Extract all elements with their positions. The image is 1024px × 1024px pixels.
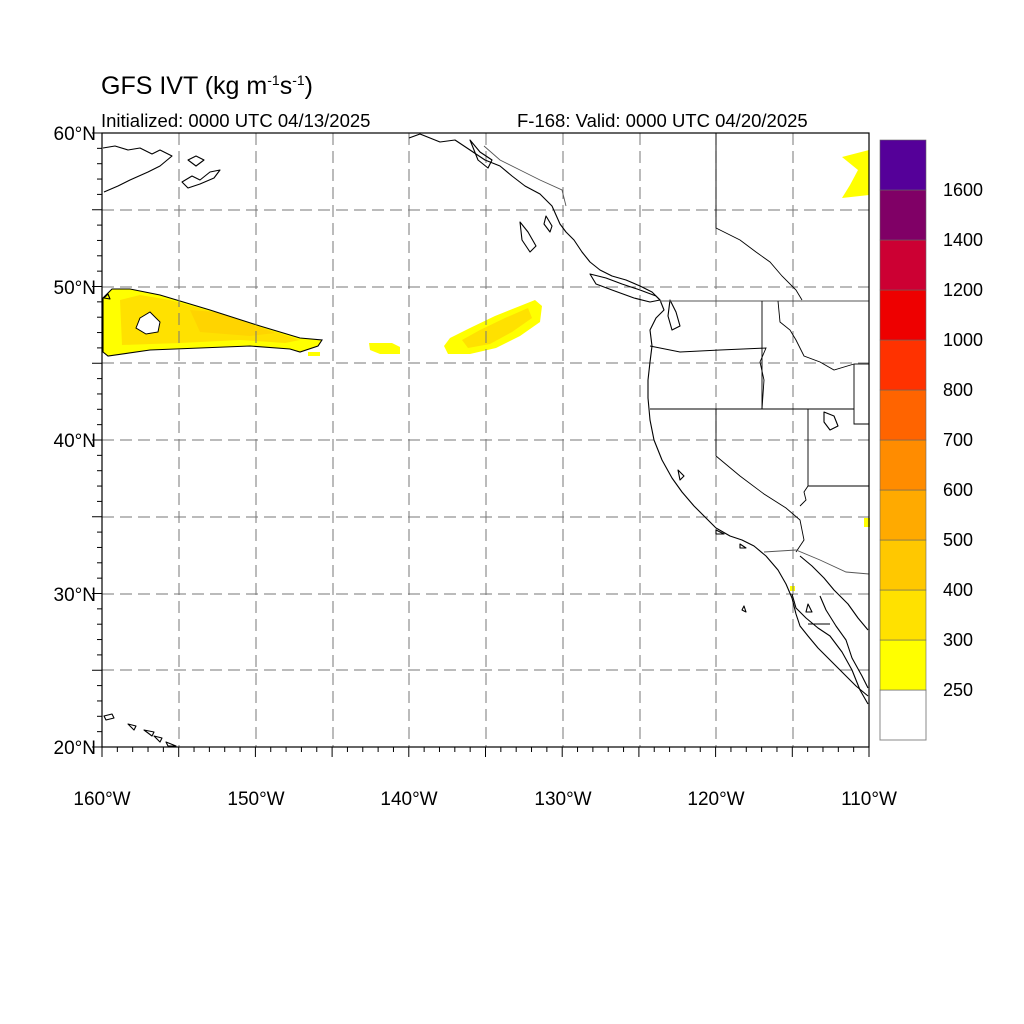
colorbar-label: 600 xyxy=(943,480,973,500)
colorbar-label: 500 xyxy=(943,530,973,550)
colorbar-label: 800 xyxy=(943,380,973,400)
colorbar-label: 1600 xyxy=(943,180,983,200)
map-title: GFS IVT (kg m-1s-1) xyxy=(101,72,313,100)
lon-label-140w: 140°W xyxy=(380,789,437,810)
lon-label-150w: 150°W xyxy=(227,789,284,810)
axis-ticks xyxy=(92,132,870,757)
colorbar-label: 400 xyxy=(943,580,973,600)
colorbar-box xyxy=(879,189,927,241)
valid-time-label: F-168: Valid: 0000 UTC 04/20/2025 xyxy=(517,110,808,131)
colorbar-box-below xyxy=(879,689,927,741)
gridlines xyxy=(102,133,869,747)
init-time-label: Initialized: 0000 UTC 04/13/2025 xyxy=(101,110,371,131)
lat-label-50: 50°N xyxy=(54,278,96,299)
colorbar-box xyxy=(879,489,927,541)
colorbar-label: 1200 xyxy=(943,280,983,300)
colorbar-box xyxy=(879,139,927,191)
lat-label-40: 40°N xyxy=(54,431,96,452)
colorbar-box xyxy=(879,239,927,291)
coastlines xyxy=(102,133,869,747)
colorbar-box xyxy=(879,339,927,391)
colorbar-label: 700 xyxy=(943,430,973,450)
colorbar-box xyxy=(879,439,927,491)
colorbar-box xyxy=(879,589,927,641)
lat-axis-labels: 60°N 50°N 40°N 30°N 20°N xyxy=(54,124,96,759)
political-borders xyxy=(483,133,870,625)
lat-label-30: 30°N xyxy=(54,585,96,606)
colorbar-box xyxy=(879,389,927,441)
lat-label-60: 60°N xyxy=(54,124,96,145)
colorbar: 250 300 400 500 600 700 800 1000 1200 1400 1600 xyxy=(879,139,983,741)
lon-label-110w: 110°W xyxy=(841,789,897,810)
colorbar-label: 1000 xyxy=(943,330,983,350)
lon-label-120w: 120°W xyxy=(687,789,744,810)
colorbar-box xyxy=(879,539,927,591)
ivt-shading xyxy=(102,150,870,591)
colorbar-label: 250 xyxy=(943,680,973,700)
colorbar-box xyxy=(879,289,927,341)
colorbar-label: 1400 xyxy=(943,230,983,250)
lon-axis-labels: 160°W 150°W 140°W 130°W 120°W 110°W xyxy=(73,789,897,810)
colorbar-box xyxy=(879,639,927,691)
lat-label-20: 20°N xyxy=(54,738,96,759)
lon-label-130w: 130°W xyxy=(534,789,591,810)
lon-label-160w: 160°W xyxy=(73,789,130,810)
colorbar-label: 300 xyxy=(943,630,973,650)
